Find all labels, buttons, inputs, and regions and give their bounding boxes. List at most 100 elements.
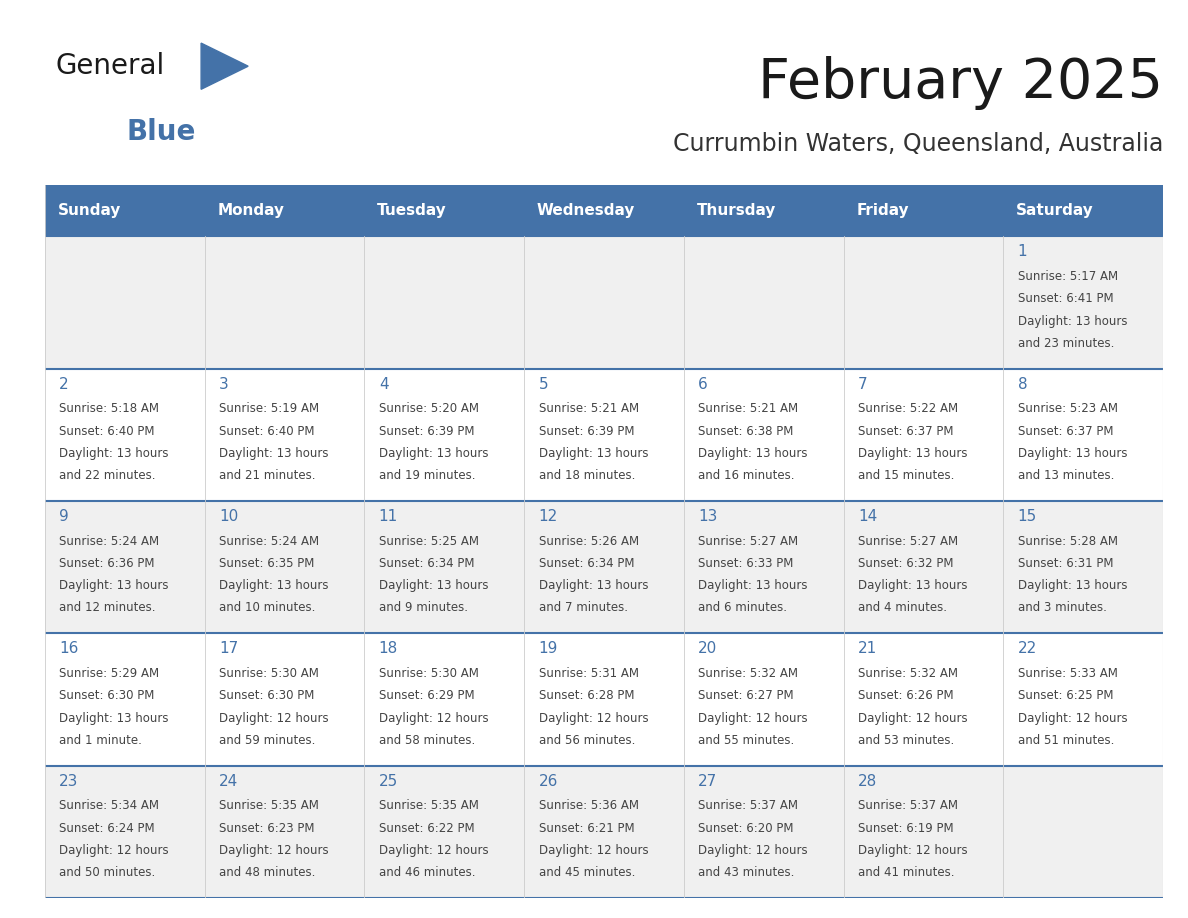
Text: Sunset: 6:36 PM: Sunset: 6:36 PM — [59, 557, 154, 570]
Text: and 51 minutes.: and 51 minutes. — [1018, 733, 1114, 746]
Text: Sunrise: 5:29 AM: Sunrise: 5:29 AM — [59, 667, 159, 680]
Text: 13: 13 — [699, 509, 718, 524]
Text: and 23 minutes.: and 23 minutes. — [1018, 337, 1114, 350]
Text: Daylight: 13 hours: Daylight: 13 hours — [858, 579, 967, 592]
Text: 7: 7 — [858, 376, 867, 392]
Text: and 56 minutes.: and 56 minutes. — [538, 733, 634, 746]
Text: Daylight: 13 hours: Daylight: 13 hours — [699, 579, 808, 592]
Text: Sunrise: 5:30 AM: Sunrise: 5:30 AM — [379, 667, 479, 680]
Text: Daylight: 13 hours: Daylight: 13 hours — [59, 447, 169, 460]
Text: Wednesday: Wednesday — [537, 203, 636, 218]
Text: Daylight: 13 hours: Daylight: 13 hours — [1018, 315, 1127, 328]
Text: 20: 20 — [699, 642, 718, 656]
Text: Daylight: 13 hours: Daylight: 13 hours — [219, 447, 329, 460]
Text: Sunset: 6:20 PM: Sunset: 6:20 PM — [699, 822, 794, 834]
Text: Daylight: 12 hours: Daylight: 12 hours — [219, 711, 329, 724]
Text: 1: 1 — [1018, 244, 1028, 259]
Text: Sunrise: 5:25 AM: Sunrise: 5:25 AM — [379, 535, 479, 548]
Text: 10: 10 — [219, 509, 239, 524]
Text: Sunrise: 5:18 AM: Sunrise: 5:18 AM — [59, 402, 159, 416]
Text: Sunset: 6:34 PM: Sunset: 6:34 PM — [538, 557, 634, 570]
Text: and 55 minutes.: and 55 minutes. — [699, 733, 795, 746]
Text: 5: 5 — [538, 376, 548, 392]
Text: Sunset: 6:40 PM: Sunset: 6:40 PM — [59, 425, 154, 438]
Text: and 45 minutes.: and 45 minutes. — [538, 866, 634, 879]
Text: Currumbin Waters, Queensland, Australia: Currumbin Waters, Queensland, Australia — [672, 132, 1163, 156]
Text: and 12 minutes.: and 12 minutes. — [59, 601, 156, 614]
Text: 3: 3 — [219, 376, 229, 392]
Text: and 1 minute.: and 1 minute. — [59, 733, 143, 746]
Text: and 16 minutes.: and 16 minutes. — [699, 469, 795, 482]
Text: and 22 minutes.: and 22 minutes. — [59, 469, 156, 482]
Text: 9: 9 — [59, 509, 69, 524]
Text: Sunset: 6:33 PM: Sunset: 6:33 PM — [699, 557, 794, 570]
Text: Sunrise: 5:24 AM: Sunrise: 5:24 AM — [219, 535, 320, 548]
Text: and 9 minutes.: and 9 minutes. — [379, 601, 468, 614]
Bar — [45, 236, 1163, 369]
Text: Sunrise: 5:22 AM: Sunrise: 5:22 AM — [858, 402, 958, 416]
Text: Tuesday: Tuesday — [378, 203, 447, 218]
Text: Sunrise: 5:17 AM: Sunrise: 5:17 AM — [1018, 270, 1118, 283]
Text: and 46 minutes.: and 46 minutes. — [379, 866, 475, 879]
Text: Sunrise: 5:27 AM: Sunrise: 5:27 AM — [699, 535, 798, 548]
Text: 27: 27 — [699, 774, 718, 789]
Text: 18: 18 — [379, 642, 398, 656]
Text: Sunday: Sunday — [58, 203, 121, 218]
Text: and 19 minutes.: and 19 minutes. — [379, 469, 475, 482]
Text: Sunset: 6:37 PM: Sunset: 6:37 PM — [858, 425, 954, 438]
Text: Daylight: 12 hours: Daylight: 12 hours — [699, 711, 808, 724]
Text: Sunrise: 5:37 AM: Sunrise: 5:37 AM — [699, 800, 798, 812]
Text: Daylight: 13 hours: Daylight: 13 hours — [379, 447, 488, 460]
Text: and 58 minutes.: and 58 minutes. — [379, 733, 475, 746]
Text: 22: 22 — [1018, 642, 1037, 656]
Text: Sunset: 6:30 PM: Sunset: 6:30 PM — [59, 689, 154, 702]
Text: 24: 24 — [219, 774, 239, 789]
Text: Sunrise: 5:21 AM: Sunrise: 5:21 AM — [699, 402, 798, 416]
Text: and 15 minutes.: and 15 minutes. — [858, 469, 954, 482]
Text: Sunset: 6:19 PM: Sunset: 6:19 PM — [858, 822, 954, 834]
Text: Daylight: 13 hours: Daylight: 13 hours — [538, 579, 647, 592]
Text: 6: 6 — [699, 376, 708, 392]
Text: 15: 15 — [1018, 509, 1037, 524]
Bar — [45, 501, 1163, 633]
Text: and 48 minutes.: and 48 minutes. — [219, 866, 316, 879]
Text: Sunset: 6:28 PM: Sunset: 6:28 PM — [538, 689, 634, 702]
Text: Sunrise: 5:28 AM: Sunrise: 5:28 AM — [1018, 535, 1118, 548]
Text: General: General — [56, 52, 165, 80]
Text: Daylight: 12 hours: Daylight: 12 hours — [219, 844, 329, 856]
Text: Sunrise: 5:31 AM: Sunrise: 5:31 AM — [538, 667, 638, 680]
Text: Daylight: 13 hours: Daylight: 13 hours — [379, 579, 488, 592]
Text: Daylight: 13 hours: Daylight: 13 hours — [858, 447, 967, 460]
Text: Sunrise: 5:32 AM: Sunrise: 5:32 AM — [858, 667, 958, 680]
Text: Daylight: 13 hours: Daylight: 13 hours — [59, 711, 169, 724]
Text: and 53 minutes.: and 53 minutes. — [858, 733, 954, 746]
Text: Sunset: 6:38 PM: Sunset: 6:38 PM — [699, 425, 794, 438]
Text: Daylight: 12 hours: Daylight: 12 hours — [538, 711, 649, 724]
Text: 26: 26 — [538, 774, 558, 789]
Text: Daylight: 12 hours: Daylight: 12 hours — [379, 844, 488, 856]
Text: Monday: Monday — [217, 203, 284, 218]
Text: Sunset: 6:29 PM: Sunset: 6:29 PM — [379, 689, 474, 702]
Text: and 18 minutes.: and 18 minutes. — [538, 469, 634, 482]
Text: and 6 minutes.: and 6 minutes. — [699, 601, 788, 614]
Text: Sunrise: 5:19 AM: Sunrise: 5:19 AM — [219, 402, 320, 416]
Text: Sunrise: 5:32 AM: Sunrise: 5:32 AM — [699, 667, 798, 680]
Text: and 41 minutes.: and 41 minutes. — [858, 866, 954, 879]
Text: Sunset: 6:27 PM: Sunset: 6:27 PM — [699, 689, 794, 702]
Text: Sunset: 6:23 PM: Sunset: 6:23 PM — [219, 822, 315, 834]
Text: Sunset: 6:24 PM: Sunset: 6:24 PM — [59, 822, 154, 834]
Text: Sunrise: 5:33 AM: Sunrise: 5:33 AM — [1018, 667, 1118, 680]
Text: Daylight: 12 hours: Daylight: 12 hours — [1018, 711, 1127, 724]
Text: Daylight: 12 hours: Daylight: 12 hours — [858, 711, 967, 724]
Text: Daylight: 13 hours: Daylight: 13 hours — [1018, 579, 1127, 592]
Text: Sunset: 6:41 PM: Sunset: 6:41 PM — [1018, 292, 1113, 306]
Text: Daylight: 13 hours: Daylight: 13 hours — [59, 579, 169, 592]
Text: and 43 minutes.: and 43 minutes. — [699, 866, 795, 879]
Text: Sunrise: 5:26 AM: Sunrise: 5:26 AM — [538, 535, 639, 548]
Text: Daylight: 13 hours: Daylight: 13 hours — [219, 579, 329, 592]
Text: Sunrise: 5:37 AM: Sunrise: 5:37 AM — [858, 800, 958, 812]
Text: Sunrise: 5:27 AM: Sunrise: 5:27 AM — [858, 535, 958, 548]
Text: 21: 21 — [858, 642, 877, 656]
Text: February 2025: February 2025 — [758, 56, 1163, 110]
Text: Sunset: 6:30 PM: Sunset: 6:30 PM — [219, 689, 315, 702]
